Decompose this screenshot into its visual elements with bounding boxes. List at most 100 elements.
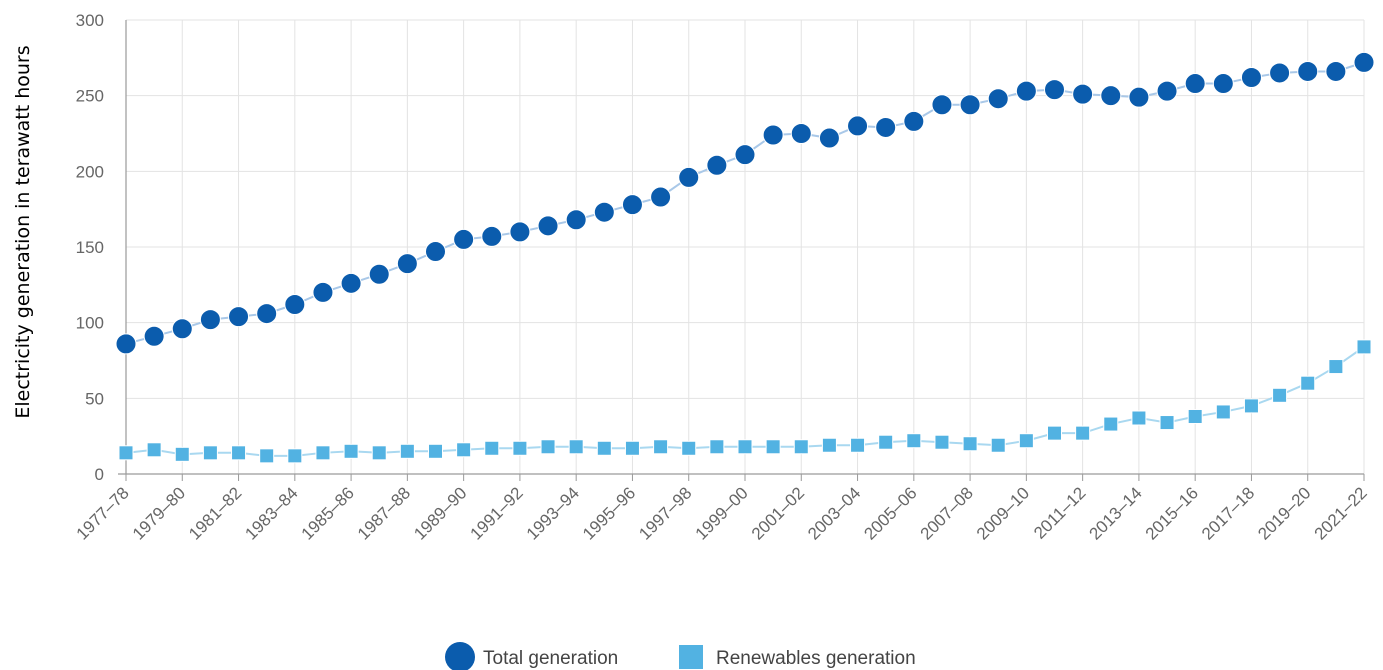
data-point[interactable] bbox=[509, 221, 531, 243]
data-point[interactable] bbox=[1240, 67, 1262, 89]
data-point[interactable] bbox=[1103, 416, 1119, 432]
data-point[interactable] bbox=[793, 439, 809, 455]
data-point[interactable] bbox=[287, 448, 303, 464]
data-point[interactable] bbox=[1300, 375, 1316, 391]
data-point[interactable] bbox=[284, 294, 306, 316]
data-point[interactable] bbox=[653, 439, 669, 455]
data-point[interactable] bbox=[115, 333, 137, 355]
data-point[interactable] bbox=[818, 127, 840, 149]
data-point[interactable] bbox=[171, 318, 193, 340]
data-point[interactable] bbox=[256, 303, 278, 325]
data-point[interactable] bbox=[1184, 73, 1206, 95]
data-point[interactable] bbox=[706, 154, 728, 176]
data-point[interactable] bbox=[481, 225, 503, 247]
data-point[interactable] bbox=[678, 166, 700, 188]
series-total-generation bbox=[115, 51, 1375, 355]
data-point[interactable] bbox=[484, 440, 500, 456]
x-tick-label: 1979–80 bbox=[129, 483, 189, 543]
data-point[interactable] bbox=[990, 437, 1006, 453]
data-point[interactable] bbox=[231, 445, 247, 461]
legend-item-total-generation[interactable]: Total generation bbox=[445, 642, 618, 670]
data-point[interactable] bbox=[565, 209, 587, 231]
data-point[interactable] bbox=[1047, 425, 1062, 441]
data-point[interactable] bbox=[931, 94, 953, 116]
data-point[interactable] bbox=[453, 228, 475, 250]
data-point[interactable] bbox=[593, 201, 615, 223]
data-point[interactable] bbox=[1100, 85, 1122, 107]
data-point[interactable] bbox=[512, 440, 528, 456]
data-point[interactable] bbox=[146, 442, 162, 458]
data-point[interactable] bbox=[1044, 79, 1065, 101]
data-point[interactable] bbox=[568, 439, 584, 455]
data-point[interactable] bbox=[790, 123, 812, 144]
data-point[interactable] bbox=[737, 439, 753, 455]
x-tick-label: 1985–86 bbox=[298, 483, 358, 543]
data-point[interactable] bbox=[399, 443, 415, 459]
data-point[interactable] bbox=[202, 445, 218, 461]
data-point[interactable] bbox=[371, 445, 387, 461]
data-point[interactable] bbox=[709, 439, 725, 455]
data-point[interactable] bbox=[934, 434, 950, 450]
y-tick-label: 200 bbox=[76, 162, 104, 181]
data-point[interactable] bbox=[1128, 86, 1150, 108]
data-point[interactable] bbox=[1243, 398, 1259, 414]
data-point[interactable] bbox=[1325, 60, 1347, 82]
x-tick-label: 1997–98 bbox=[635, 483, 695, 543]
data-point[interactable] bbox=[850, 437, 866, 453]
data-point[interactable] bbox=[312, 281, 334, 303]
x-tick-label: 2015–16 bbox=[1142, 483, 1202, 543]
data-point[interactable] bbox=[143, 325, 165, 347]
data-point[interactable] bbox=[540, 439, 556, 455]
data-point[interactable] bbox=[987, 88, 1009, 110]
data-point[interactable] bbox=[340, 272, 362, 294]
data-point[interactable] bbox=[878, 434, 894, 450]
data-point[interactable] bbox=[1215, 404, 1231, 420]
y-tick-label: 100 bbox=[76, 314, 104, 333]
data-point[interactable] bbox=[734, 144, 756, 166]
data-point[interactable] bbox=[1072, 83, 1094, 105]
data-point[interactable] bbox=[315, 445, 331, 461]
x-tick-label: 2017–18 bbox=[1198, 483, 1258, 543]
data-point[interactable] bbox=[650, 186, 672, 208]
data-point[interactable] bbox=[962, 436, 978, 452]
data-point[interactable] bbox=[821, 437, 837, 453]
legend-item-renewables-generation[interactable]: Renewables generation bbox=[679, 645, 916, 669]
data-point[interactable] bbox=[624, 440, 640, 456]
data-point[interactable] bbox=[903, 110, 925, 132]
data-point[interactable] bbox=[537, 215, 559, 237]
data-point[interactable] bbox=[1328, 359, 1344, 375]
data-point[interactable] bbox=[259, 448, 275, 464]
data-point[interactable] bbox=[1075, 425, 1091, 441]
data-point[interactable] bbox=[1353, 51, 1375, 73]
data-point[interactable] bbox=[1018, 433, 1034, 449]
data-point[interactable] bbox=[762, 124, 784, 146]
data-point[interactable] bbox=[1187, 408, 1203, 424]
data-point[interactable] bbox=[343, 443, 359, 459]
data-point[interactable] bbox=[1212, 73, 1234, 95]
data-point[interactable] bbox=[228, 306, 250, 328]
data-point[interactable] bbox=[396, 253, 418, 275]
data-point[interactable] bbox=[199, 309, 221, 331]
data-point[interactable] bbox=[1297, 60, 1319, 82]
data-point[interactable] bbox=[456, 442, 472, 458]
data-point[interactable] bbox=[1015, 80, 1037, 102]
data-point[interactable] bbox=[118, 445, 134, 461]
data-point[interactable] bbox=[1156, 80, 1178, 102]
data-point[interactable] bbox=[1272, 387, 1288, 403]
data-point[interactable] bbox=[875, 116, 897, 138]
data-point[interactable] bbox=[1356, 339, 1372, 355]
data-point[interactable] bbox=[847, 115, 869, 137]
data-point[interactable] bbox=[959, 94, 981, 116]
data-point[interactable] bbox=[1131, 410, 1147, 426]
data-point[interactable] bbox=[425, 241, 446, 263]
data-point[interactable] bbox=[174, 446, 190, 462]
data-point[interactable] bbox=[765, 439, 781, 455]
data-point[interactable] bbox=[621, 194, 643, 216]
data-point[interactable] bbox=[596, 440, 612, 456]
data-point[interactable] bbox=[1269, 62, 1291, 84]
data-point[interactable] bbox=[1159, 415, 1175, 431]
data-point[interactable] bbox=[428, 443, 443, 459]
data-point[interactable] bbox=[906, 433, 922, 449]
data-point[interactable] bbox=[368, 263, 390, 285]
data-point[interactable] bbox=[681, 440, 697, 456]
